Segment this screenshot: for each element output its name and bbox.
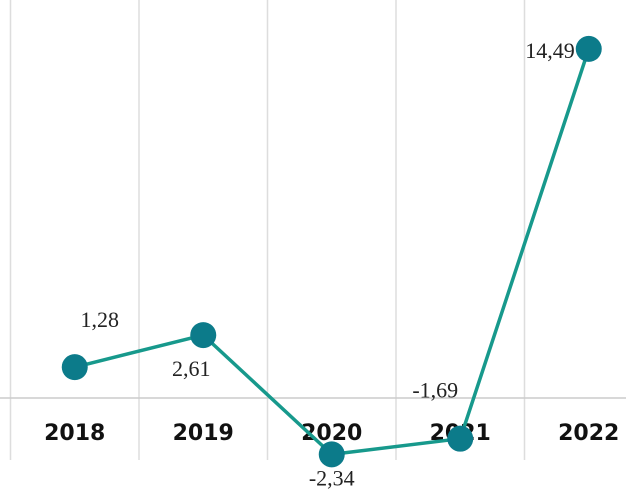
value-label: 14,49	[525, 38, 575, 63]
value-label: 2,61	[172, 356, 211, 381]
x-tick-label: 2018	[44, 421, 105, 446]
marker	[447, 425, 474, 452]
marker	[190, 322, 217, 349]
marker	[61, 354, 88, 381]
marker	[575, 35, 602, 62]
x-tick-label: 2022	[558, 421, 619, 446]
value-label: -2,34	[309, 465, 355, 490]
value-label: -1,69	[412, 378, 458, 403]
line	[74, 48, 591, 457]
value-label: 1,28	[81, 307, 120, 332]
marker	[318, 441, 345, 468]
x-tick-label: 2019	[173, 421, 234, 446]
